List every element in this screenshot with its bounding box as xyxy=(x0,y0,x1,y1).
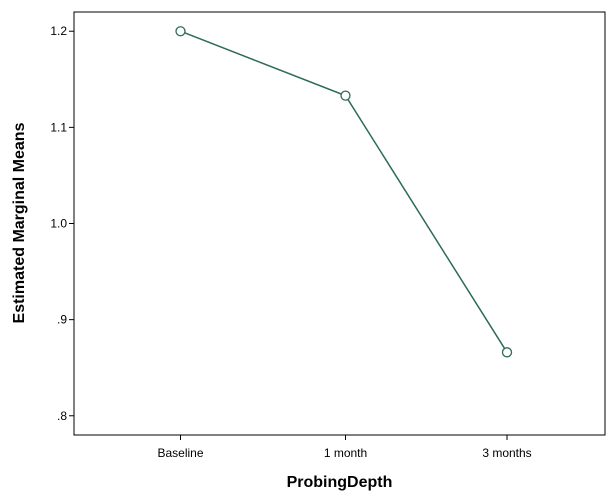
data-point-marker xyxy=(340,90,351,101)
x-tick-label: Baseline xyxy=(157,446,203,460)
y-tick-label: 1.2 xyxy=(50,24,67,38)
x-tick-label: 3 months xyxy=(482,446,531,460)
x-tick-label: 1 month xyxy=(324,446,367,460)
y-axis: .8 .9 1.0 1.1 1.2 xyxy=(50,24,74,423)
y-tick-label: .9 xyxy=(57,313,67,327)
y-tick-label: 1.0 xyxy=(50,217,67,231)
data-point-marker xyxy=(501,347,513,358)
x-axis: Baseline 1 month 3 months xyxy=(157,435,532,460)
y-tick-label: .8 xyxy=(57,409,67,423)
y-axis-title: Estimated Marginal Means xyxy=(11,122,28,323)
data-point-marker xyxy=(175,26,186,37)
x-axis-title: ProbingDepth xyxy=(287,474,393,491)
plot-area-frame xyxy=(73,11,606,436)
series-layer xyxy=(175,26,513,358)
y-tick-label: 1.1 xyxy=(50,120,67,134)
